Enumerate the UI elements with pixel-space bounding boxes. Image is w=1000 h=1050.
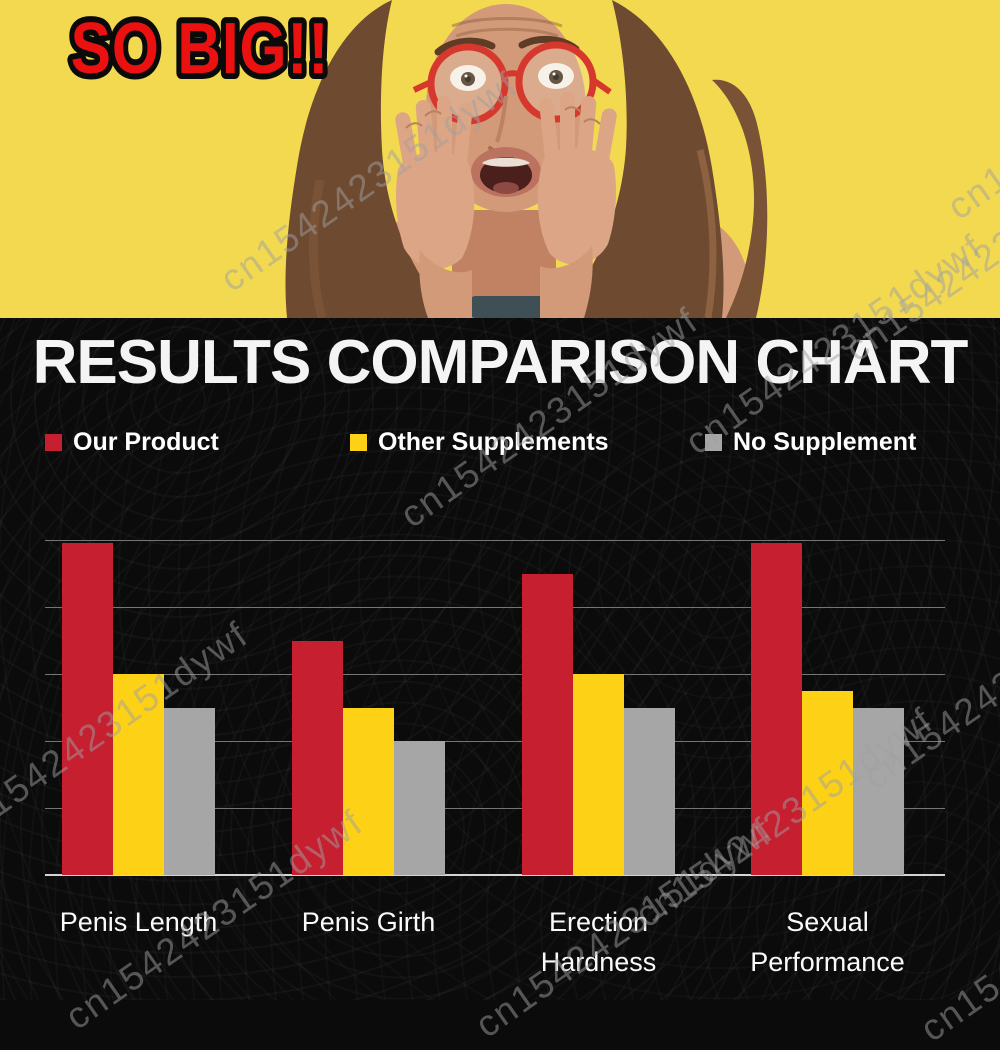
gridline bbox=[45, 540, 945, 541]
bar bbox=[292, 640, 343, 875]
bar bbox=[802, 690, 853, 875]
gridline bbox=[45, 607, 945, 608]
category-label: Penis Girth bbox=[301, 907, 436, 937]
legend-item: No Supplement bbox=[705, 428, 916, 457]
bar-group bbox=[292, 640, 445, 875]
so-big-callout: SO BIG!! bbox=[71, 9, 330, 89]
bar bbox=[343, 707, 394, 875]
legend-label: Other Supplements bbox=[378, 428, 609, 456]
forehead-wrinkle bbox=[455, 27, 559, 38]
so-big-callout-svg: SO BIG!! bbox=[65, 4, 334, 95]
bar-group bbox=[522, 573, 675, 875]
open-mouth bbox=[471, 147, 541, 197]
shocked-woman-illustration bbox=[285, 0, 768, 318]
left-eyebrow bbox=[434, 37, 496, 56]
eyes bbox=[450, 63, 574, 91]
bar bbox=[113, 674, 164, 875]
legend-label: No Supplement bbox=[733, 428, 917, 456]
gridline bbox=[45, 808, 945, 809]
chart-title: RESULTS COMPARISON CHART bbox=[32, 328, 969, 397]
bar bbox=[853, 707, 904, 875]
x-axis-baseline bbox=[45, 874, 945, 876]
gridline bbox=[45, 741, 945, 742]
legend-swatch bbox=[45, 434, 62, 451]
hair bbox=[285, 0, 768, 318]
bar bbox=[394, 741, 445, 875]
nose bbox=[495, 95, 508, 143]
bar bbox=[164, 707, 215, 875]
bar-group bbox=[751, 543, 904, 875]
top-strap bbox=[468, 296, 556, 318]
legend-label: Our Product bbox=[73, 428, 219, 456]
plot-area bbox=[45, 540, 945, 876]
bar-group bbox=[62, 543, 215, 875]
category-label: Sexual Performance bbox=[750, 907, 905, 977]
legend-item: Other Supplements bbox=[350, 428, 609, 457]
forehead-wrinkle bbox=[451, 17, 563, 28]
gridline bbox=[45, 674, 945, 675]
bar bbox=[573, 674, 624, 875]
category-label: Erection Hardness bbox=[540, 907, 657, 977]
bar bbox=[624, 707, 675, 875]
left-hand bbox=[395, 96, 475, 318]
category-label: Penis Length bbox=[59, 907, 218, 937]
bar bbox=[751, 543, 802, 875]
legend-swatch bbox=[705, 434, 722, 451]
legend-item: Our Product bbox=[45, 428, 219, 457]
bar bbox=[522, 573, 573, 875]
right-hand bbox=[537, 92, 617, 318]
legend-swatch bbox=[350, 434, 367, 451]
results-chart-section: RESULTS COMPARISON CHART Our Product Othe… bbox=[0, 318, 1000, 1000]
hero-banner: SO BIG!! bbox=[0, 0, 1000, 318]
neck bbox=[452, 210, 556, 318]
bar bbox=[62, 543, 113, 875]
